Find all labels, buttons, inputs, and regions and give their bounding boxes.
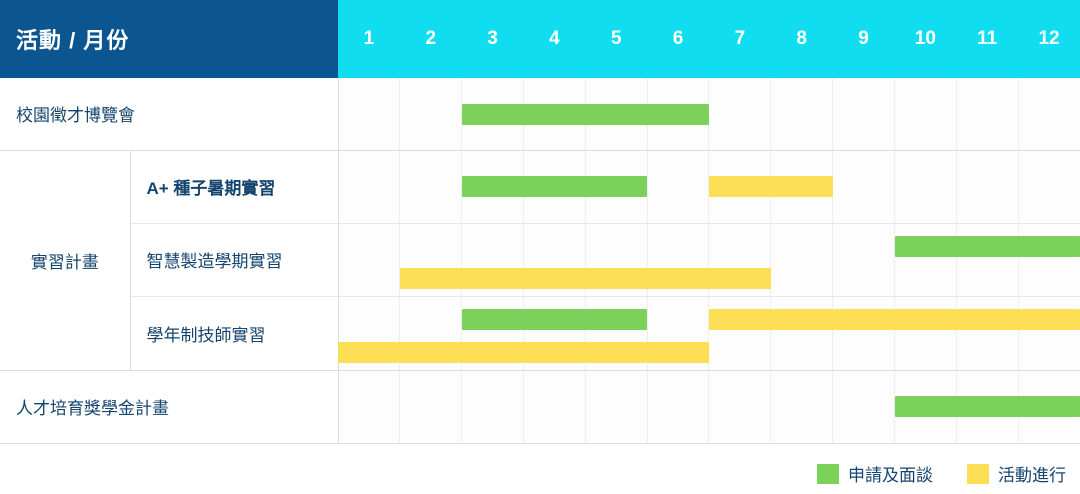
month-header-12: 12 [1018,0,1080,78]
cell-r5-m1 [338,370,401,444]
table-header-row: 活動 / 月份 1 2 3 4 5 6 7 8 9 10 11 12 [0,0,1080,78]
cell-r5-m6 [647,370,710,444]
legend-swatch-yellow [967,463,989,484]
row-label-campus-fair: 校園徵才博覽會 [0,78,339,151]
month-header-9: 9 [832,0,895,78]
row-label-aplus-summer-internship: A+ 種子暑期實習 [130,150,339,224]
header-title: 活動 / 月份 [0,0,338,78]
month-header-10: 10 [894,0,957,78]
cell-r3-m1 [338,223,401,297]
month-header-11: 11 [956,0,1019,78]
cell-r4-m9 [832,296,895,371]
cell-r2-m10 [894,150,957,224]
cell-r5-m7 [708,370,772,444]
gantt-bar[interactable] [709,309,1080,330]
cell-r1-m9 [832,78,895,151]
cell-r3-m9 [832,223,895,297]
gantt-bar[interactable] [461,104,709,125]
cell-r5-m4 [523,370,586,444]
table-row: 校園徵才博覽會 [0,78,1080,151]
cell-r4-m7 [708,296,772,371]
gantt-bar[interactable] [399,268,771,289]
cell-r4-m10 [894,296,957,371]
month-header-1: 1 [338,0,400,78]
gantt-table: 活動 / 月份 1 2 3 4 5 6 7 8 9 10 11 12 校園徵才博… [0,0,1080,444]
table-row: 人才培育獎學金計畫 [0,370,1080,444]
cell-r2-m11 [956,150,1019,224]
gantt-body: 校園徵才博覽會 實習計畫 A+ 種子暑期實習 [0,78,1080,444]
cell-r3-m12 [1018,223,1080,297]
cell-r2-m6 [647,150,710,224]
row-label-talent-scholarship-program: 人才培育獎學金計畫 [0,370,339,444]
cell-r5-m9 [832,370,895,444]
cell-r3-m11 [956,223,1019,297]
cell-r1-m1 [338,78,401,151]
cell-r5-m3 [461,370,524,444]
month-header-7: 7 [708,0,771,78]
gantt-bar[interactable] [709,176,833,197]
legend-label-activity-ongoing: 活動進行 [998,466,1066,485]
cell-r1-m2 [399,78,463,151]
legend-label-apply-interview: 申請及面談 [848,466,933,485]
cell-r1-m11 [956,78,1019,151]
cell-r4-m8 [770,296,834,371]
gantt-bar[interactable] [338,342,709,363]
legend: 申請及面談 活動進行 [817,461,1066,486]
row-label-smart-manufacturing-internship: 智慧製造學期實習 [130,223,339,297]
cell-r2-m1 [338,150,401,224]
cell-r3-m8 [770,223,834,297]
cell-r1-m12 [1018,78,1080,151]
row-group-label-internship: 實習計畫 [0,150,131,371]
gantt-bar[interactable] [461,176,648,197]
cell-r1-m8 [770,78,834,151]
table-row: 智慧製造學期實習 [0,223,1080,297]
cell-r1-m10 [894,78,957,151]
cell-r4-m11 [956,296,1019,371]
cell-r4-m12 [1018,296,1080,371]
month-header-5: 5 [585,0,648,78]
month-header-3: 3 [461,0,524,78]
cell-r5-m8 [770,370,834,444]
cell-r2-m12 [1018,150,1080,224]
gantt-bar[interactable] [894,236,1080,257]
cell-r2-m2 [399,150,463,224]
gantt-bar[interactable] [461,309,648,330]
legend-swatch-green [817,463,839,484]
row-label-academic-year-technician-internship: 學年制技師實習 [130,296,339,371]
legend-item-apply-interview[interactable]: 申請及面談 [817,461,933,486]
cell-r5-m2 [399,370,463,444]
cell-r5-m5 [585,370,648,444]
month-header-2: 2 [399,0,462,78]
gantt-bar[interactable] [894,396,1080,417]
legend-item-activity-ongoing[interactable]: 活動進行 [967,461,1066,486]
month-header-8: 8 [770,0,833,78]
cell-r1-m7 [708,78,772,151]
table-row: 學年制技師實習 [0,296,1080,371]
cell-r2-m9 [832,150,895,224]
cell-r3-m10 [894,223,957,297]
month-header-4: 4 [523,0,586,78]
month-header-6: 6 [647,0,709,78]
